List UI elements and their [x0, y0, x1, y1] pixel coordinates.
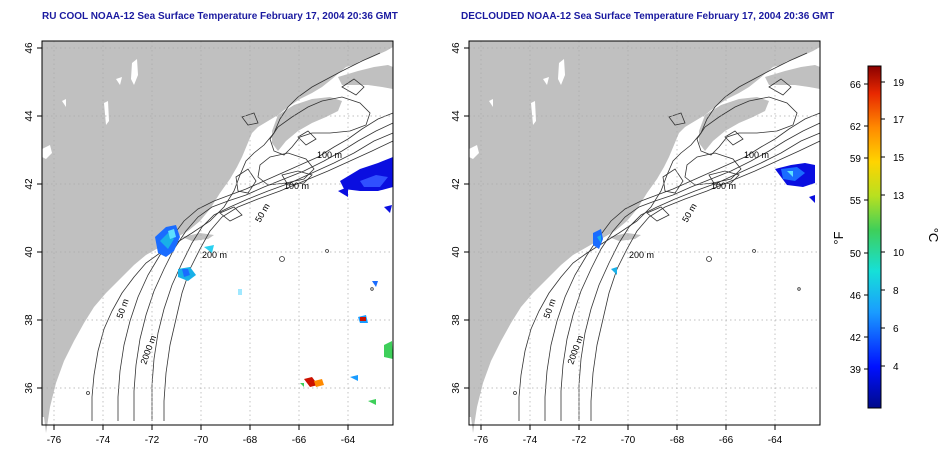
colorbar-c-label: 15 [893, 153, 905, 164]
y-tick-label: 44 [451, 110, 462, 122]
contour-label-50m: 50 m [541, 297, 557, 319]
colorbar-f-label: 42 [850, 333, 862, 344]
colorbar-f-label: 55 [850, 196, 862, 207]
y-tick-label: 46 [451, 42, 462, 54]
colorbar-f-label: 50 [850, 249, 862, 260]
right-y-tick-labels: 36 38 40 42 44 46 [451, 42, 462, 394]
colorbar-c-label: 8 [893, 286, 899, 297]
x-tick-label: -76 [47, 435, 62, 446]
colorbar: 66 62 59 55 50 46 42 39 19 17 15 13 10 8… [831, 65, 941, 409]
contour-label-100m: 100 m [744, 150, 769, 160]
y-tick-label: 42 [451, 178, 462, 190]
y-tick-label: 40 [24, 246, 35, 258]
x-tick-label: -74 [96, 435, 111, 446]
y-tick-label: 38 [451, 314, 462, 326]
left-x-tick-labels: -76 -74 -72 -70 -68 -66 -64 [47, 435, 356, 446]
colorbar-fahrenheit-unit: °F [831, 231, 846, 244]
x-tick-label: -76 [474, 435, 489, 446]
left-sst-overlay [155, 157, 393, 405]
x-tick-label: -70 [194, 435, 209, 446]
colorbar-gradient [867, 65, 882, 409]
x-tick-label: -64 [341, 435, 356, 446]
x-tick-label: -66 [292, 435, 307, 446]
y-tick-label: 42 [24, 178, 35, 190]
x-tick-label: -68 [243, 435, 258, 446]
left-y-tick-labels: 36 38 40 42 44 46 [24, 42, 35, 394]
x-tick-label: -66 [719, 435, 734, 446]
y-tick-label: 38 [24, 314, 35, 326]
x-tick-label: -68 [670, 435, 685, 446]
colorbar-f-ticks [864, 83, 868, 370]
contour-label-50m: 50 m [114, 297, 130, 319]
right-x-tick-labels: -76 -74 -72 -70 -68 -66 -64 [474, 435, 783, 446]
colorbar-f-label: 62 [850, 122, 862, 133]
contour-label-200m: 200 m [202, 250, 227, 260]
right-map: 100 m 100 m 50 m 200 m 50 m 2000 m [463, 40, 821, 434]
contour-label-50m: 50 m [253, 202, 272, 224]
colorbar-c-labels: 19 17 15 13 10 8 6 4 [893, 78, 905, 373]
colorbar-f-label: 66 [850, 80, 862, 91]
contour-label-100m: 100 m [284, 181, 309, 191]
y-tick-label: 36 [24, 382, 35, 394]
x-tick-label: -64 [768, 435, 783, 446]
y-tick-label: 36 [451, 382, 462, 394]
y-tick-label: 44 [24, 110, 35, 122]
y-tick-label: 40 [451, 246, 462, 258]
left-map: 100 m 100 m 50 m 200 m 50 m 2000 m [36, 40, 394, 434]
colorbar-c-ticks [881, 81, 885, 367]
colorbar-f-label: 59 [850, 154, 862, 165]
colorbar-c-label: 19 [893, 78, 905, 89]
contour-label-200m: 200 m [629, 250, 654, 260]
contour-label-50m: 50 m [680, 202, 699, 224]
y-tick-label: 46 [24, 42, 35, 54]
colorbar-celsius-unit: °C [926, 228, 941, 243]
colorbar-f-label: 46 [850, 291, 862, 302]
contour-label-100m: 100 m [711, 181, 736, 191]
colorbar-f-labels: 66 62 59 55 50 46 42 39 [850, 80, 862, 376]
colorbar-c-label: 4 [893, 362, 899, 373]
colorbar-f-label: 39 [850, 365, 862, 376]
x-tick-label: -70 [621, 435, 636, 446]
contour-label-100m: 100 m [317, 150, 342, 160]
left-map-title: RU COOL NOAA-12 Sea Surface Temperature … [42, 11, 398, 22]
x-tick-label: -72 [145, 435, 160, 446]
colorbar-c-label: 6 [893, 324, 899, 335]
right-sst-overlay [593, 163, 815, 275]
x-tick-label: -74 [523, 435, 538, 446]
right-map-title: DECLOUDED NOAA-12 Sea Surface Temperatur… [461, 11, 835, 22]
colorbar-c-label: 17 [893, 115, 905, 126]
colorbar-c-label: 13 [893, 191, 905, 202]
x-tick-label: -72 [572, 435, 587, 446]
colorbar-c-label: 10 [893, 248, 905, 259]
